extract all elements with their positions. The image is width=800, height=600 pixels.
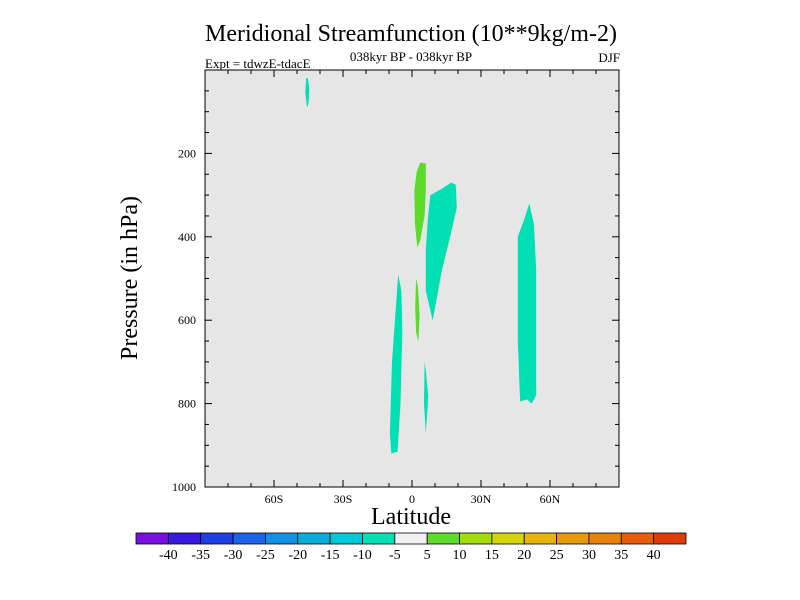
colorbar-label: -25 [256, 548, 275, 563]
colorbar-label: 40 [647, 548, 661, 563]
colorbar-swatch [394, 532, 428, 545]
colorbar-label: 35 [614, 548, 628, 563]
y-tick-label: 1000 [172, 480, 196, 494]
y-axis-label: Pressure (in hPa) [117, 196, 143, 360]
x-tick-label: 60S [265, 492, 284, 506]
colorbar-label: 10 [453, 548, 467, 563]
colorbar-swatch [167, 532, 202, 545]
colorbar-swatch [556, 532, 590, 545]
colorbar-swatch [265, 532, 299, 545]
colorbar-swatch [329, 532, 363, 545]
colorbar-label: 5 [424, 548, 431, 563]
y-tick-labels: 200 400 600 800 1000 [172, 146, 196, 494]
colorbar-label: -40 [159, 548, 178, 563]
colorbar-swatch [459, 532, 493, 545]
x-tick-label: 60N [540, 492, 561, 506]
colorbar-label: -5 [389, 548, 401, 563]
chart-subtitle: 038kyr BP - 038kyr BP [350, 49, 472, 64]
plot-area [205, 70, 619, 487]
x-tick-label: 30S [334, 492, 353, 506]
y-tick-label: 600 [178, 313, 196, 327]
colorbar-swatch [297, 532, 331, 545]
colorbar-swatch [523, 532, 557, 545]
y-tick-label: 200 [178, 146, 196, 160]
y-tick-label: 800 [178, 397, 196, 411]
experiment-label: Expt = tdwzE-tdacE [205, 56, 311, 71]
colorbar-labels: -40 -35 -30 -25 -20 -15 -10 -5 5 10 15 20 25 30 35 40 [159, 548, 661, 563]
axis-ticks [204, 69, 620, 488]
colorbar-swatch [362, 532, 396, 545]
chart-title: Meridional Streamfunction (10**9kg/m-2) [205, 21, 617, 47]
colorbar [135, 532, 687, 545]
x-tick-labels: 60S 30S 0 30N 60N [265, 492, 561, 506]
contour-region-neg-lower-sh [389, 274, 403, 454]
x-tick-label: 0 [409, 492, 415, 506]
colorbar-label: 30 [582, 548, 596, 563]
colorbar-swatch [588, 532, 622, 545]
colorbar-swatch [491, 532, 525, 545]
colorbar-label: 20 [517, 548, 531, 563]
contour-region-neg-sliver-south [305, 78, 310, 108]
colorbar-swatch [135, 532, 169, 545]
colorbar-label: 15 [485, 548, 499, 563]
colorbar-label: -35 [191, 548, 210, 563]
colorbar-label: -30 [224, 548, 243, 563]
contour-region-neg-nh-midlat [517, 203, 537, 404]
colorbar-swatch [653, 532, 687, 545]
season-label: DJF [598, 50, 620, 65]
colorbar-label: -10 [353, 548, 372, 563]
contour-region-neg-lower-eq [424, 361, 429, 433]
colorbar-swatch [200, 532, 234, 545]
colorbar-label: -20 [288, 548, 307, 563]
colorbar-swatch [232, 532, 266, 545]
y-tick-label: 400 [178, 230, 196, 244]
colorbar-swatch [426, 532, 460, 545]
x-axis-label: Latitude [371, 504, 451, 530]
contour-regions [305, 78, 537, 454]
contour-region-neg-upper-nh [425, 182, 457, 321]
x-tick-label: 30N [471, 492, 492, 506]
colorbar-label: -15 [321, 548, 340, 563]
colorbar-swatch [620, 532, 655, 545]
contour-region-pos-upper-eq [414, 162, 426, 248]
contour-region-pos-mid-eq [415, 278, 420, 342]
colorbar-label: 25 [550, 548, 564, 563]
